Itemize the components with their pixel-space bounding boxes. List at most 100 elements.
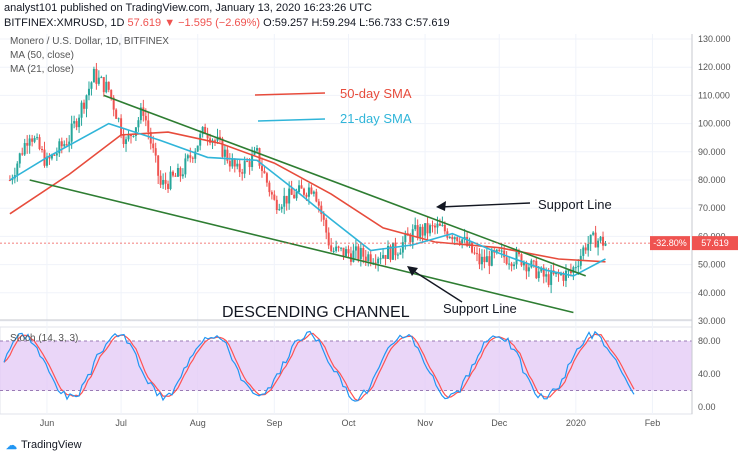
candle-body xyxy=(53,154,56,156)
candle-body xyxy=(352,250,355,262)
candle-body xyxy=(594,232,597,248)
candle-body xyxy=(186,155,189,159)
candle-body xyxy=(293,194,296,199)
candle-body xyxy=(505,257,508,264)
candle-body xyxy=(416,225,419,238)
candle-body xyxy=(137,120,140,128)
candle-body xyxy=(63,144,66,147)
candle-body xyxy=(480,256,483,265)
candle-body xyxy=(302,188,305,195)
candle-body xyxy=(342,247,345,257)
candle-body xyxy=(387,245,390,259)
sma50-key-line xyxy=(254,92,326,96)
candle-body xyxy=(23,143,26,155)
candle-body xyxy=(87,88,90,96)
candle-body xyxy=(164,179,167,184)
candle-body xyxy=(473,252,476,254)
footer-brand[interactable]: ☁ TradingView xyxy=(6,436,82,454)
candle-body xyxy=(110,89,113,98)
sma21-key-line xyxy=(257,118,326,122)
candle-body xyxy=(382,255,385,259)
stoch-k-line xyxy=(3,330,635,402)
x-tick-label: Nov xyxy=(417,418,434,428)
candle-body xyxy=(537,271,540,279)
candle-body xyxy=(518,251,520,255)
candle-body xyxy=(389,245,392,260)
candle-body xyxy=(73,121,76,124)
candle-body xyxy=(167,183,170,189)
candle-body xyxy=(379,258,382,260)
candle-body xyxy=(248,161,251,168)
candle-body xyxy=(394,242,397,256)
candle-body xyxy=(55,153,58,156)
candle-body xyxy=(574,267,577,269)
candle-body xyxy=(283,195,286,207)
candle-body xyxy=(117,118,120,120)
x-tick-label: 2020 xyxy=(566,418,586,428)
candle-body xyxy=(340,247,343,249)
arrow-upper-line xyxy=(439,202,531,208)
candle-body xyxy=(483,256,486,263)
candle-body xyxy=(199,134,202,146)
candle-body xyxy=(132,135,135,137)
candle-body xyxy=(243,161,246,174)
stoch-tick-label: 80.00 xyxy=(698,336,721,346)
candle-body xyxy=(26,143,29,146)
candle-body xyxy=(357,246,360,260)
candle-body xyxy=(184,158,187,175)
candle-body xyxy=(60,141,63,147)
candle-body xyxy=(545,274,548,277)
candle-body xyxy=(471,242,474,253)
candle-body xyxy=(157,155,160,176)
candle-body xyxy=(584,247,587,251)
candle-body xyxy=(337,246,340,248)
candle-body xyxy=(263,170,266,174)
price-chart[interactable]: 130.000120.000110.000100.00090.00080.000… xyxy=(0,0,740,436)
candle-body xyxy=(500,250,503,252)
candle-body xyxy=(65,144,68,146)
candle-body xyxy=(41,148,44,150)
candle-body xyxy=(238,163,241,173)
candle-body xyxy=(560,274,563,276)
candle-body xyxy=(191,157,194,159)
candle-body xyxy=(122,134,125,145)
candle-body xyxy=(233,159,236,167)
candle-body xyxy=(475,253,478,255)
y-tick-label: 80.000 xyxy=(698,175,726,185)
candle-body xyxy=(604,243,607,246)
candle-body xyxy=(139,107,142,121)
sma21-label: 21-day SMA xyxy=(340,111,412,126)
candle-body xyxy=(142,107,145,116)
candle-body xyxy=(582,247,585,256)
candle-body xyxy=(345,249,347,257)
x-tick-label: Dec xyxy=(491,418,508,428)
candle-body xyxy=(134,127,137,136)
candle-body xyxy=(377,258,380,264)
candle-body xyxy=(181,174,184,177)
candle-body xyxy=(466,236,469,246)
candle-body xyxy=(115,109,118,119)
candle-body xyxy=(451,236,454,240)
candle-body xyxy=(535,260,538,279)
candle-body xyxy=(33,138,36,142)
candle-body xyxy=(45,156,48,166)
candle-body xyxy=(260,165,263,171)
candle-body xyxy=(456,237,459,241)
y-tick-label: 30.000 xyxy=(698,316,726,326)
candle-body xyxy=(490,250,493,266)
price-pane-bg xyxy=(0,34,692,320)
candle-body xyxy=(288,188,291,204)
candle-body xyxy=(414,225,417,230)
candle-body xyxy=(290,188,293,195)
candle-body xyxy=(436,223,439,228)
y-tick-label: 70.000 xyxy=(698,203,726,213)
x-tick-label: Feb xyxy=(645,418,661,428)
candle-body xyxy=(429,225,432,234)
candle-body xyxy=(424,223,427,236)
candle-body xyxy=(401,242,404,253)
ohlc-values: O:59.257 H:59.294 L:56.733 C:57.619 xyxy=(263,17,450,29)
candle-body xyxy=(90,82,93,89)
candle-body xyxy=(194,151,197,159)
candle-body xyxy=(369,254,372,264)
trend-lines xyxy=(29,94,586,314)
